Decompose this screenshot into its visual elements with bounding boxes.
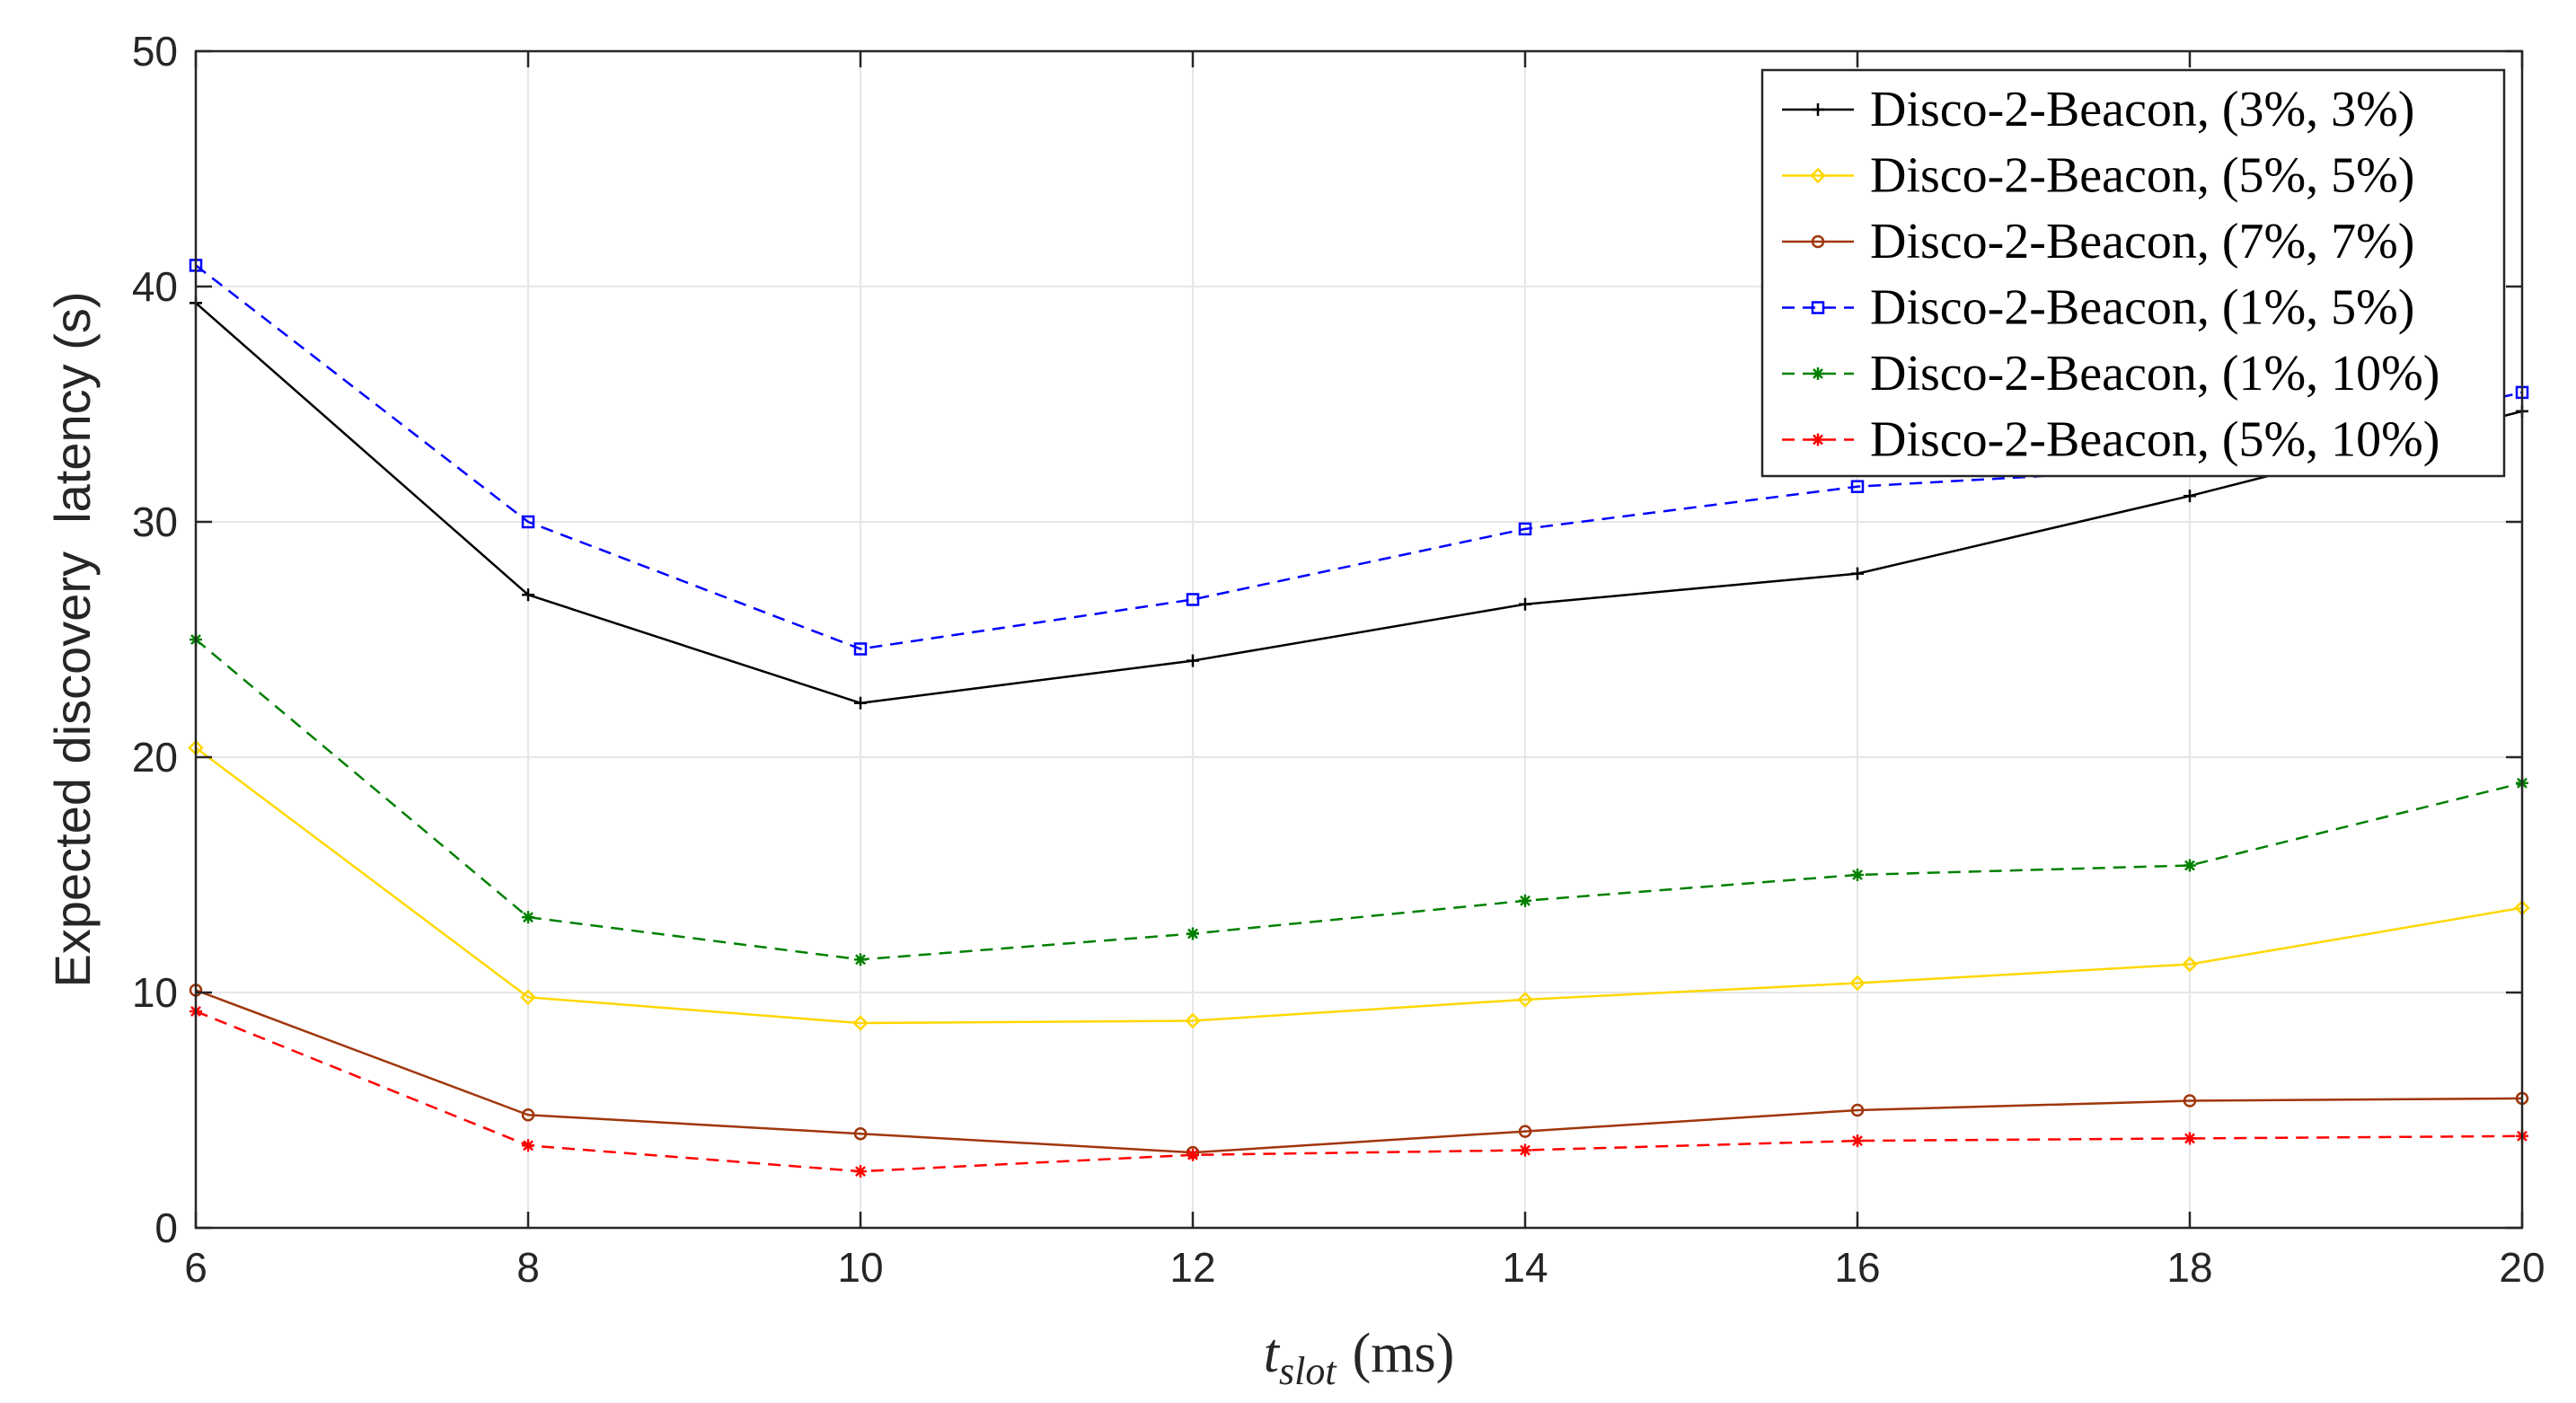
data-point [1517,992,1533,1008]
axes-box [194,49,2524,1230]
data-point [1850,1103,1865,1117]
x-tick-label: 20 [2499,1244,2545,1291]
x-axis-label: tslot (ms) [1264,1323,1454,1393]
data-point [1518,1125,1532,1138]
legend-item-1: Disco-2-Beacon, (3%, 3%) [1782,82,2414,137]
legend-marker [1812,367,1824,380]
legend-label: Disco-2-Beacon, (1%, 5%) [1870,280,2414,336]
legend-marker [1811,234,1825,249]
x-tick-label: 18 [2166,1244,2212,1291]
series-line [195,264,2523,650]
x-tick-label: 8 [516,1244,540,1291]
legend-label: Disco-2-Beacon, (7%, 7%) [1870,214,2414,269]
series-line [195,302,2523,704]
x-tick-label: 10 [837,1244,883,1291]
data-point [1518,522,1532,536]
y-tick-label: 20 [132,734,178,781]
data-point [854,1165,867,1178]
data-point [1187,927,1199,940]
y-axis-label: Expected discovery latency (s) [44,292,101,988]
legend-item-3: Disco-2-Beacon, (7%, 7%) [1782,214,2414,269]
x-axis-label-subscript: slot [1279,1349,1337,1393]
legend: Disco-2-Beacon, (3%, 3%) Disco-2-Beacon, … [1760,68,2506,478]
series-line [195,746,2523,1025]
data-point [1850,480,1865,493]
data-point [854,696,867,710]
legend-item-2: Disco-2-Beacon, (5%, 5%) [1782,148,2414,204]
legend-marker [1810,167,1826,184]
data-point [854,953,867,966]
legend-marker [1811,301,1825,314]
data-point [1519,597,1531,611]
series-line [195,1010,2523,1173]
legend-box [1760,68,2506,478]
data-point [853,642,868,656]
data-point [1851,1134,1864,1148]
legend-label: Disco-2-Beacon, (5%, 5%) [1870,148,2414,204]
y-tick-label: 0 [154,1204,178,1251]
legend-item-4: Disco-2-Beacon, (1%, 5%) [1782,280,2414,336]
y-tick-label: 30 [132,499,178,545]
data-point [1519,894,1531,907]
data-point [522,588,534,602]
legend-label: Disco-2-Beacon, (1%, 10%) [1870,346,2439,401]
data-point [1187,654,1199,667]
series-line [195,989,2523,1154]
data-point [2182,956,2198,973]
series-line [195,639,2523,961]
series-2 [188,739,2530,1031]
data-point [2183,490,2196,503]
legend-label: Disco-2-Beacon, (5%, 10%) [1870,412,2439,468]
data-point [522,1139,534,1152]
data-point [1851,869,1864,881]
data-point [1186,593,1200,606]
data-point [1849,975,1866,992]
legend-marker [1812,433,1824,446]
data-point [521,515,535,529]
legend-item-6: Disco-2-Beacon, (5%, 10%) [1782,412,2439,468]
x-tick-label: 16 [1834,1244,1880,1291]
legend-item-5: Disco-2-Beacon, (1%, 10%) [1782,346,2439,401]
data-point [852,1015,869,1031]
data-point [853,1126,868,1141]
series-4 [189,259,2529,656]
data-point [1185,1012,1201,1029]
data-point [2183,1132,2196,1145]
y-tick-label: 40 [132,263,178,310]
y-tick-label: 50 [132,28,178,75]
data-point [522,911,534,924]
axis-ticks [194,49,2524,1230]
x-tick-label: 6 [184,1244,207,1291]
data-point [1187,1148,1199,1161]
data-point [1851,567,1864,580]
legend-marker [1812,103,1824,116]
data-point [521,1107,535,1122]
data-point [520,989,536,1006]
data-point [1519,1143,1531,1157]
x-tick-label: 12 [1169,1244,1215,1291]
legend-label: Disco-2-Beacon, (3%, 3%) [1870,82,2414,137]
y-tick-label: 10 [132,969,178,1016]
x-tick-label: 14 [1502,1244,1548,1291]
x-axis-label-main: t [1264,1323,1281,1384]
x-axis-label-unit: (ms) [1353,1323,1455,1384]
data-point [2183,1094,2197,1107]
data-point [2183,859,2196,872]
